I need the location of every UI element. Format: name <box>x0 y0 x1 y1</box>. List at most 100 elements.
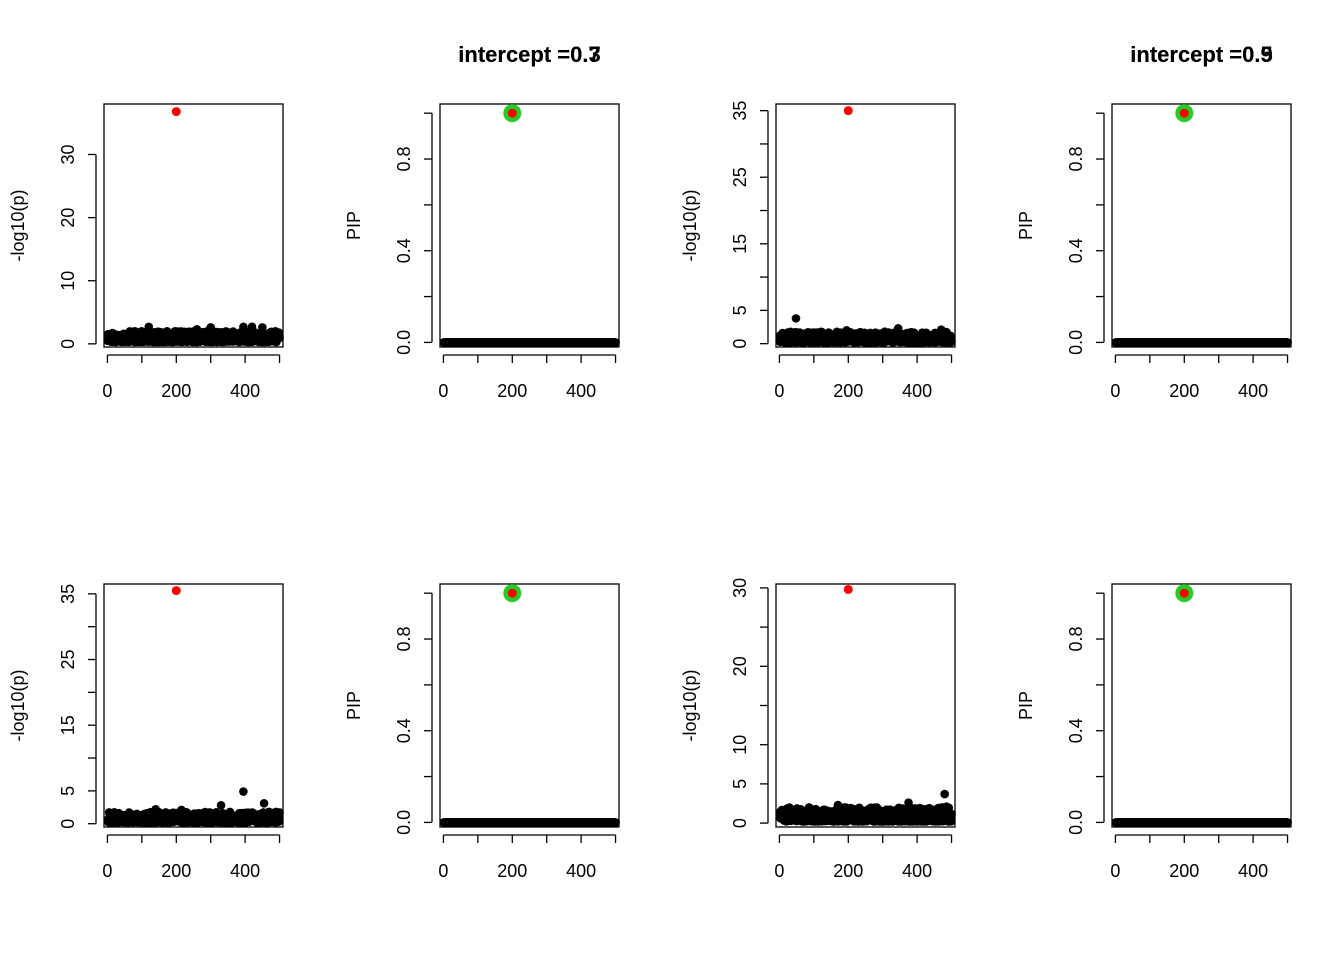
data-point-elevated <box>239 787 248 796</box>
y-tick-label: 0.0 <box>394 810 414 835</box>
lead-point <box>1179 588 1189 598</box>
y-tick-label: 35 <box>730 101 750 121</box>
plot-frame <box>103 103 284 348</box>
y-tick-label: 30 <box>58 144 78 164</box>
panel-r1c2: intercept =0.3 0 200 400 0.0 0.4 0.8 PIP <box>344 42 620 401</box>
y-axis-label: PIP <box>1016 691 1036 720</box>
y-tick-label: 10 <box>730 735 750 755</box>
y-tick-label: 5 <box>730 779 750 789</box>
data-point-elevated <box>833 800 843 810</box>
data-point-elevated <box>144 322 154 332</box>
panel-r2c3: 0 200 400 0 5 10 20 30 -log10(p) <box>680 578 956 881</box>
data-point-elevated <box>936 325 946 334</box>
panel-title: intercept =0.5 <box>1130 42 1272 67</box>
lead-point <box>507 108 517 118</box>
data-point-elevated <box>259 799 269 808</box>
x-tick-label: 400 <box>230 861 260 881</box>
y-tick-label: 0.8 <box>394 147 414 172</box>
data-point <box>611 818 620 827</box>
lead-point <box>171 107 181 117</box>
y-tick-label: 25 <box>730 167 750 187</box>
x-tick-label: 200 <box>161 861 191 881</box>
x-tick-label: 0 <box>1110 381 1120 401</box>
y-tick-label: 0 <box>58 339 78 349</box>
y-tick-label: 0.8 <box>1066 147 1086 172</box>
y-tick-label: 25 <box>58 650 78 670</box>
x-tick-label: 200 <box>833 861 863 881</box>
panel-r2c2: intercept =0.7 0 200 400 0.0 0.4 0.8 PIP <box>344 42 620 881</box>
x-tick-label: 0 <box>438 861 448 881</box>
y-tick-label: 10 <box>58 271 78 291</box>
data-point-elevated <box>791 314 801 323</box>
data-point-elevated <box>842 326 851 335</box>
y-tick-label: 0.0 <box>394 330 414 355</box>
panel-title: intercept =0.9 <box>1130 42 1272 67</box>
data-point <box>1283 818 1292 827</box>
lead-point <box>1179 108 1189 118</box>
y-tick-label: 0 <box>58 819 78 829</box>
data-point <box>1283 338 1292 347</box>
x-tick-label: 200 <box>161 381 191 401</box>
lead-point <box>843 584 853 594</box>
data-point-elevated <box>247 322 257 332</box>
data-point <box>611 338 620 347</box>
data-point-elevated <box>177 805 186 815</box>
y-tick-label: 20 <box>730 656 750 676</box>
y-tick-label: 0.4 <box>394 718 414 743</box>
data-point-elevated <box>151 804 160 814</box>
y-axis-label: -log10(p) <box>680 189 700 261</box>
data-point-elevated <box>216 801 226 810</box>
plot-frame <box>775 103 956 348</box>
panel-r1c4: intercept =0.5 0 200 400 0.0 0.4 0.8 PIP <box>1016 42 1292 401</box>
data-point <box>275 333 284 343</box>
y-tick-label: 15 <box>58 715 78 735</box>
data-point-elevated <box>942 802 951 811</box>
plot-frame <box>775 583 956 828</box>
plot-frame <box>439 103 620 348</box>
data-point <box>947 336 956 346</box>
x-tick-label: 400 <box>230 381 260 401</box>
plot-frame <box>439 583 620 828</box>
x-tick-label: 400 <box>566 861 596 881</box>
y-tick-label: 0.8 <box>394 627 414 652</box>
x-tick-label: 0 <box>774 861 784 881</box>
plot-frame <box>103 583 284 828</box>
panel-title: intercept =0.3 <box>458 42 600 67</box>
x-tick-label: 200 <box>497 861 527 881</box>
data-point-elevated <box>904 798 913 807</box>
y-tick-label: 5 <box>730 305 750 315</box>
data-point <box>946 817 956 826</box>
x-tick-label: 200 <box>1169 861 1199 881</box>
y-tick-label: 15 <box>730 234 750 254</box>
data-point <box>275 808 284 817</box>
data-point-elevated <box>258 323 267 332</box>
plot-frame <box>1111 583 1292 828</box>
x-tick-label: 200 <box>833 381 863 401</box>
y-tick-label: 20 <box>58 208 78 228</box>
y-axis-label: PIP <box>344 211 364 240</box>
data-point <box>947 809 956 819</box>
data-point-elevated <box>940 789 949 799</box>
plot-frame <box>1111 103 1292 348</box>
data-point-elevated <box>893 324 903 333</box>
data-point-elevated <box>192 325 202 334</box>
x-tick-label: 200 <box>497 381 527 401</box>
y-axis-label: -log10(p) <box>680 669 700 741</box>
y-tick-label: 0.0 <box>1066 330 1086 355</box>
y-tick-label: 0 <box>730 339 750 349</box>
x-tick-label: 0 <box>1110 861 1120 881</box>
x-tick-label: 0 <box>102 861 112 881</box>
panel-r2c1: 0 200 400 0 5 15 25 35 -log10(p) <box>8 583 284 881</box>
panel-r1c1: 0 200 400 0 10 20 30 -log10(p) <box>8 103 284 401</box>
y-tick-label: 0.8 <box>1066 627 1086 652</box>
y-tick-label: 0.4 <box>1066 238 1086 263</box>
x-tick-label: 400 <box>902 381 932 401</box>
lead-point <box>843 106 853 116</box>
y-tick-label: 30 <box>730 578 750 598</box>
data-point-elevated <box>206 323 216 332</box>
x-tick-label: 400 <box>1238 381 1268 401</box>
y-tick-label: 0.4 <box>394 238 414 263</box>
y-axis-label: -log10(p) <box>8 189 28 261</box>
x-tick-label: 400 <box>566 381 596 401</box>
